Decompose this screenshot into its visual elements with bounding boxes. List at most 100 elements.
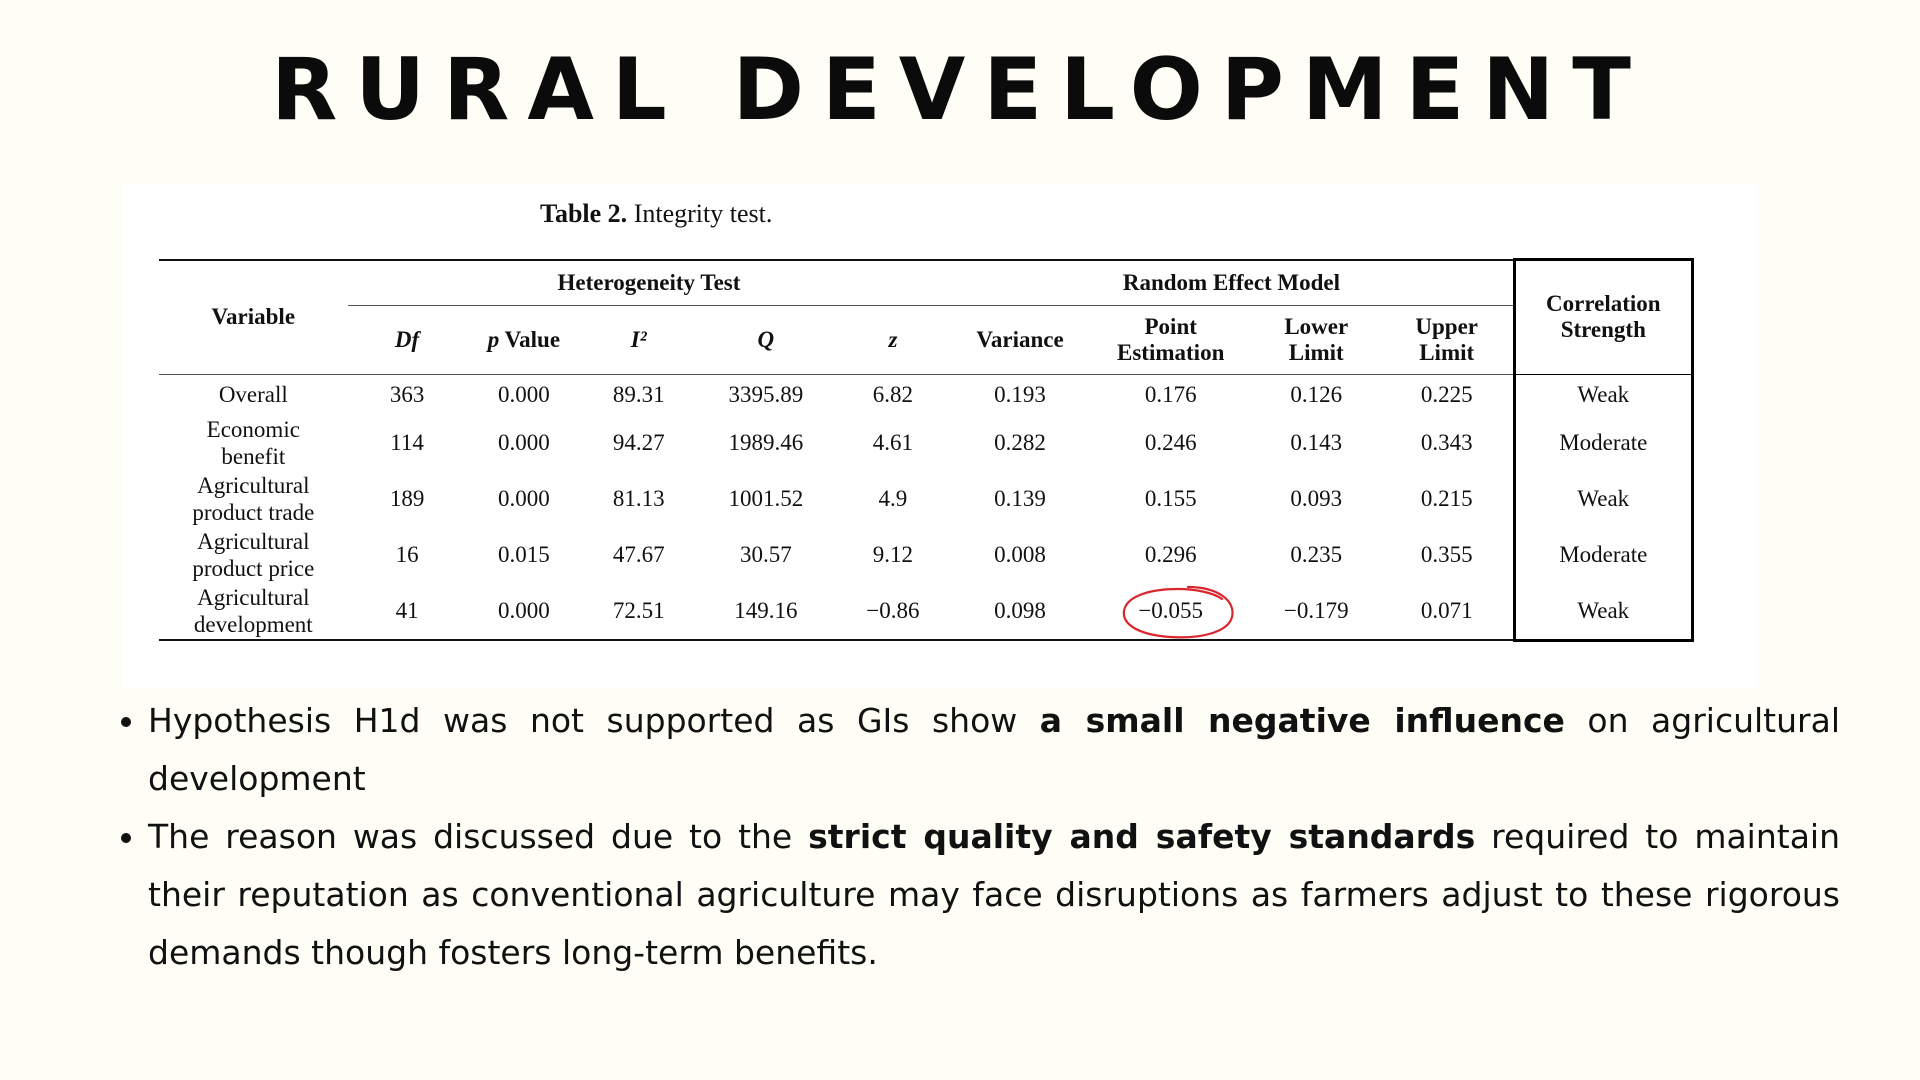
- table-image-card: Table 2. Integrity test. Variable Hetero…: [122, 184, 1757, 688]
- cell-q: 1001.52: [728, 486, 804, 511]
- cell-upper-limit: 0.225: [1420, 382, 1473, 407]
- cell-q: 149.16: [696, 582, 836, 641]
- header-variance: Variance: [950, 305, 1090, 375]
- table-row: Economic benefit 114 0.000 94.27 1989.46 …: [159, 414, 1695, 471]
- cell-variable-line1: Economic: [206, 416, 300, 442]
- header-correlation-line2: Strength: [1560, 317, 1646, 343]
- cell-point-estimation: 0.176: [1144, 382, 1197, 407]
- cell-q: 1989.46: [728, 430, 804, 455]
- cell-correlation-strength: Weak: [1512, 470, 1695, 527]
- cell-q: 3395.89: [728, 382, 804, 407]
- cell-lower-limit: 0.143: [1290, 430, 1343, 455]
- header-upper-line1: Upper: [1415, 313, 1479, 339]
- cell-lower-limit: 0.093: [1290, 486, 1343, 511]
- cell-variance: 0.282: [994, 430, 1046, 455]
- cell-variable: Agricultural development: [159, 582, 348, 641]
- header-p-value-word: Value: [504, 326, 561, 352]
- cell-point-estimation: 0.246: [1144, 430, 1197, 455]
- header-random-effect-model: Random Effect Model: [950, 258, 1515, 306]
- bullet-bold-text: strict quality and safety standards: [808, 817, 1476, 856]
- cell-correlation-strength: Moderate: [1512, 526, 1695, 583]
- header-q: Q: [696, 305, 836, 375]
- header-z: z: [835, 305, 951, 375]
- cell-correlation-strength: Weak: [1512, 582, 1695, 642]
- cell-variable-line2: product price: [192, 555, 315, 581]
- cell-point-estimation: 0.296: [1144, 542, 1197, 567]
- cell-p-value: 0.000: [498, 382, 550, 407]
- table-group-header-row: Variable Heterogeneity Test Random Effec…: [159, 258, 1695, 375]
- cell-point-estimation: 0.155: [1144, 486, 1197, 511]
- cell-upper-limit: 0.355: [1420, 542, 1473, 567]
- bullet-text: required to maintain their reputation as…: [148, 817, 1841, 972]
- table-caption-text: Integrity test.: [633, 199, 773, 228]
- cell-variable-line2: product trade: [192, 499, 315, 525]
- cell-variable-line2: development: [193, 611, 313, 637]
- table-sub-header-row: Df p Value I² Q z Variance Point Estimati…: [159, 305, 1693, 375]
- cell-df: 16: [395, 542, 419, 567]
- findings-bullet-list: Hypothesis H1d was not supported as GIs …: [118, 692, 1840, 982]
- table-caption-label: Table 2.: [540, 199, 628, 228]
- cell-correlation-strength: Moderate: [1512, 414, 1695, 471]
- cell-df: 363: [389, 382, 425, 407]
- header-correlation-strength: Correlation Strength: [1512, 258, 1695, 375]
- cell-variable: Agricultural product trade: [159, 471, 348, 527]
- bullet-bold-text: a small negative influence: [1039, 701, 1565, 740]
- cell-lower-limit: −0.179: [1251, 582, 1381, 641]
- cell-i2: 72.51: [581, 582, 697, 641]
- cell-variable-line1: Agricultural: [197, 472, 310, 498]
- header-lower-limit: Lower Limit: [1251, 305, 1381, 375]
- header-p-letter: p: [487, 326, 500, 352]
- cell-upper-limit: 0.071: [1380, 582, 1515, 641]
- cell-i2: 89.31: [612, 382, 665, 407]
- header-point-line1: Point: [1144, 313, 1197, 339]
- header-i2: I²: [581, 305, 697, 375]
- cell-variance: 0.139: [994, 486, 1046, 511]
- cell-point-estimation: −0.055: [1089, 582, 1252, 641]
- red-circle-annotation: [1123, 586, 1234, 639]
- header-lower-line2: Limit: [1288, 339, 1344, 365]
- slide-title: RURAL DEVELOPMENT: [271, 40, 1649, 140]
- header-heterogeneity-test: Heterogeneity Test: [347, 258, 951, 306]
- cell-z: 9.12: [872, 542, 914, 567]
- cell-i2: 47.67: [612, 542, 665, 567]
- cell-variable-line1: Overall: [218, 382, 288, 407]
- bullet-item: Hypothesis H1d was not supported as GIs …: [148, 692, 1840, 808]
- cell-z: 6.82: [872, 382, 914, 407]
- circled-value-text: −0.055: [1138, 598, 1204, 624]
- cell-p-value: 0.015: [498, 542, 550, 567]
- cell-df: 189: [389, 486, 425, 511]
- header-variable: Variable: [159, 258, 348, 375]
- table-row: Overall 363 0.000 89.31 3395.89 6.82 0.1…: [159, 374, 1695, 415]
- table-caption: Table 2. Integrity test.: [540, 199, 772, 229]
- table-row: Agricultural product price 16 0.015 47.67…: [159, 526, 1695, 583]
- cell-df: 41: [347, 582, 467, 641]
- header-correlation-line1: Correlation: [1546, 291, 1661, 317]
- bullet-text: Hypothesis H1d was not supported as GIs …: [148, 701, 1040, 740]
- bullet-text: The reason was discussed due to the: [148, 817, 809, 856]
- header-p-value: p Value: [466, 305, 582, 375]
- bullet-text: on agricultural development: [148, 701, 1840, 798]
- cell-i2: 94.27: [612, 430, 665, 455]
- cell-lower-limit: 0.126: [1290, 382, 1343, 407]
- cell-upper-limit: 0.343: [1420, 430, 1473, 455]
- cell-q: 30.57: [739, 542, 792, 567]
- header-lower-line1: Lower: [1284, 313, 1349, 339]
- header-upper-line2: Limit: [1419, 339, 1475, 365]
- cell-i2: 81.13: [612, 486, 665, 511]
- cell-variable-line1: Agricultural: [197, 528, 310, 554]
- table-row: Agricultural product trade 189 0.000 81.1…: [159, 470, 1695, 527]
- cell-p-value: 0.000: [466, 582, 582, 641]
- cell-variable-line1: Agricultural: [197, 584, 310, 610]
- cell-variable-line2: benefit: [221, 443, 286, 469]
- integrity-test-table: Variable Heterogeneity Test Random Effec…: [159, 258, 1695, 642]
- cell-z: −0.86: [835, 582, 951, 641]
- cell-z: 4.9: [878, 486, 908, 511]
- cell-p-value: 0.000: [498, 486, 550, 511]
- cell-variable: Overall: [159, 374, 348, 415]
- cell-p-value: 0.000: [498, 430, 550, 455]
- red-circle-stroke: [1123, 586, 1234, 639]
- circled-value: −0.055: [1123, 586, 1234, 639]
- cell-z: 4.61: [872, 430, 914, 455]
- header-upper-limit: Upper Limit: [1380, 305, 1515, 375]
- cell-correlation-strength: Weak: [1512, 374, 1695, 415]
